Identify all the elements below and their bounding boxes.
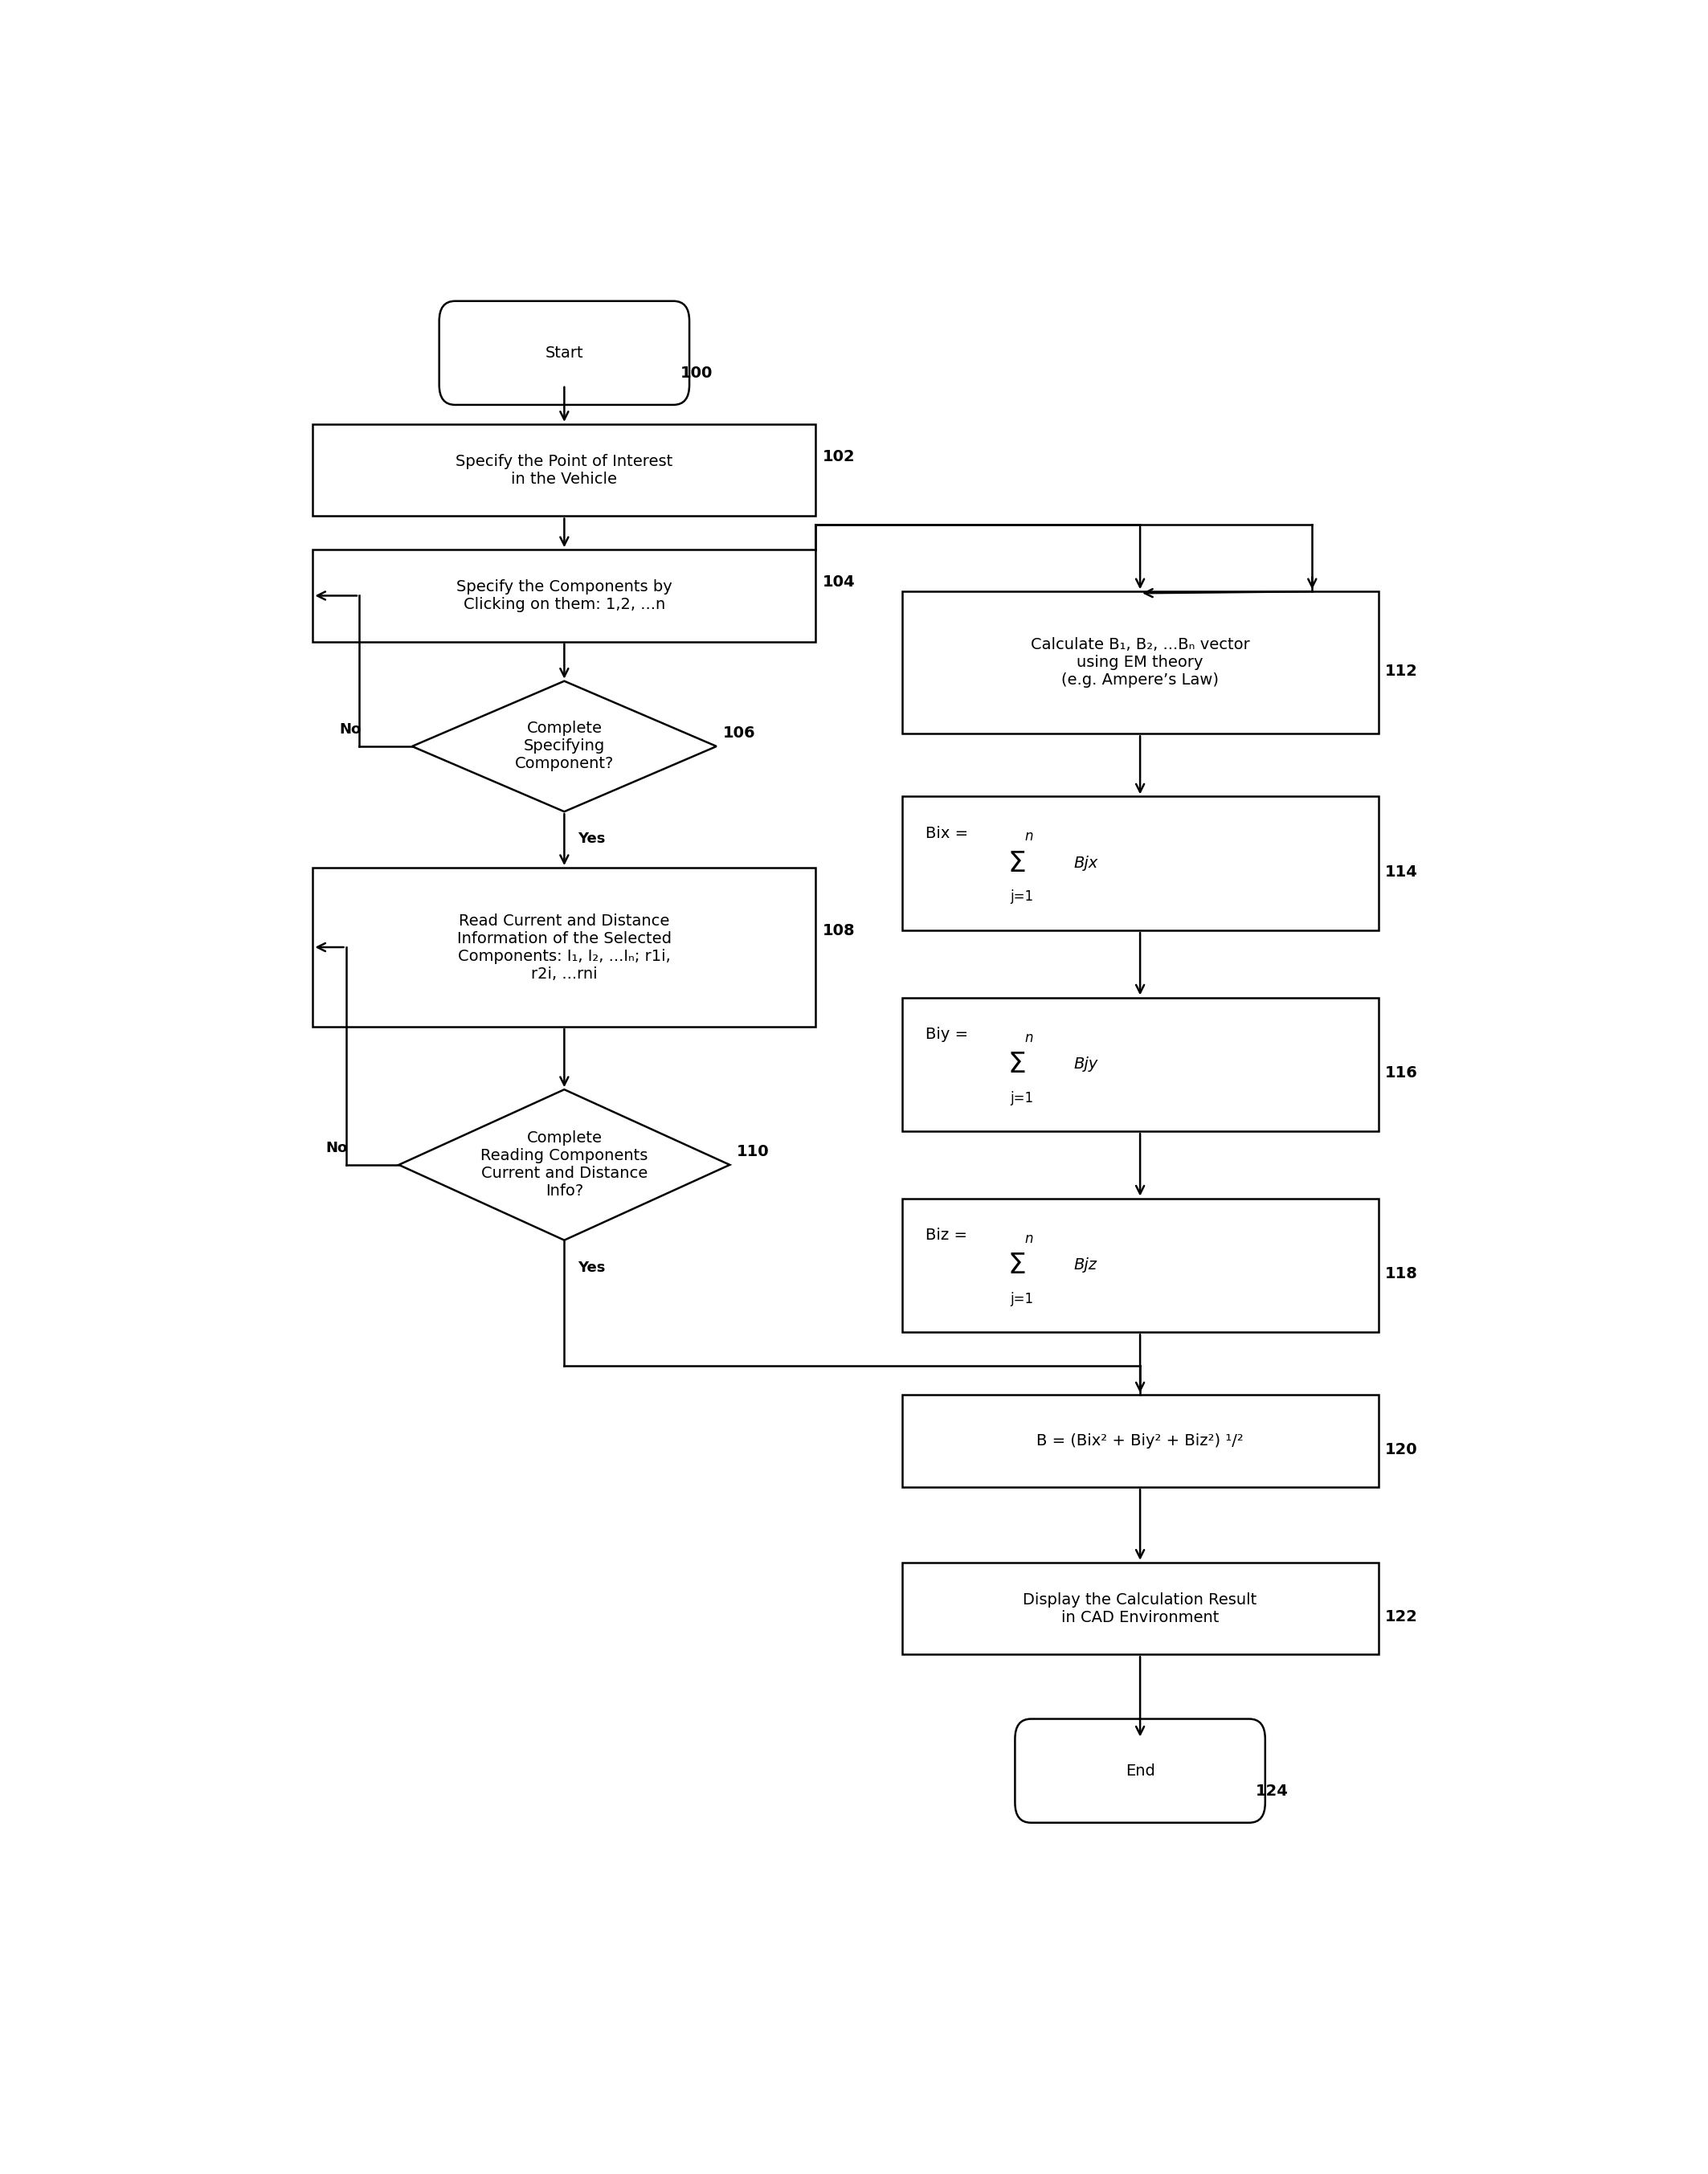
Text: Biy =: Biy =	[926, 1026, 974, 1041]
Bar	[902, 1198, 1378, 1333]
Text: j=1: j=1	[1011, 889, 1033, 904]
Text: Σ: Σ	[1008, 1252, 1027, 1278]
Text: B = (Bix² + Biy² + Biz²) ¹/²: B = (Bix² + Biy² + Biz²) ¹/²	[1037, 1433, 1243, 1448]
Text: n: n	[1025, 1030, 1033, 1046]
Polygon shape	[412, 680, 717, 811]
Bar	[902, 796, 1378, 930]
Text: 124: 124	[1255, 1783, 1290, 1798]
Text: End: End	[1126, 1763, 1155, 1778]
Bar	[313, 424, 816, 515]
Text: Bjx: Bjx	[1074, 857, 1098, 872]
Text: Specify the Point of Interest
in the Vehicle: Specify the Point of Interest in the Veh…	[456, 454, 673, 487]
Text: 116: 116	[1385, 1065, 1418, 1080]
Text: 102: 102	[823, 450, 856, 465]
Text: Bjy: Bjy	[1074, 1057, 1098, 1072]
Text: 110: 110	[736, 1144, 769, 1159]
Bar	[902, 1396, 1378, 1487]
Text: j=1: j=1	[1011, 1091, 1033, 1104]
Text: 100: 100	[680, 365, 712, 380]
Text: 118: 118	[1385, 1265, 1418, 1280]
Text: No: No	[326, 1141, 348, 1154]
Text: 108: 108	[823, 922, 856, 939]
Text: Biz =: Biz =	[926, 1228, 972, 1244]
Text: Complete
Reading Components
Current and Distance
Info?: Complete Reading Components Current and …	[480, 1130, 647, 1200]
Text: Specify the Components by
Clicking on them: 1,2, ...n: Specify the Components by Clicking on th…	[456, 578, 673, 613]
Text: 112: 112	[1385, 663, 1418, 678]
Text: Start: Start	[545, 346, 584, 361]
Text: n: n	[1025, 830, 1033, 844]
Text: Calculate B₁, B₂, ...Bₙ vector
using EM theory
(e.g. Ampere’s Law): Calculate B₁, B₂, ...Bₙ vector using EM …	[1030, 637, 1250, 687]
Text: 114: 114	[1385, 865, 1418, 880]
FancyBboxPatch shape	[1015, 1720, 1266, 1822]
Text: No: No	[340, 722, 360, 737]
Bar	[313, 550, 816, 641]
Text: Display the Calculation Result
in CAD Environment: Display the Calculation Result in CAD En…	[1023, 1591, 1257, 1624]
Text: 106: 106	[722, 726, 755, 741]
Text: Yes: Yes	[577, 833, 605, 846]
Text: j=1: j=1	[1011, 1291, 1033, 1307]
Text: n: n	[1025, 1230, 1033, 1246]
Text: Σ: Σ	[1008, 1050, 1027, 1078]
Text: Bjz: Bjz	[1074, 1257, 1097, 1274]
Bar	[313, 867, 816, 1026]
FancyBboxPatch shape	[439, 300, 690, 404]
Text: 122: 122	[1385, 1609, 1418, 1624]
Text: 104: 104	[823, 574, 856, 589]
Text: Bix =: Bix =	[926, 826, 974, 841]
Text: Read Current and Distance
Information of the Selected
Components: I₁, I₂, ...Iₙ;: Read Current and Distance Information of…	[458, 913, 671, 980]
Text: Yes: Yes	[577, 1261, 605, 1274]
Text: Σ: Σ	[1008, 850, 1027, 876]
Bar	[902, 591, 1378, 735]
Text: 120: 120	[1385, 1441, 1418, 1457]
Text: Complete
Specifying
Component?: Complete Specifying Component?	[514, 722, 613, 772]
Bar	[902, 998, 1378, 1130]
Bar	[902, 1563, 1378, 1654]
Polygon shape	[400, 1089, 729, 1239]
